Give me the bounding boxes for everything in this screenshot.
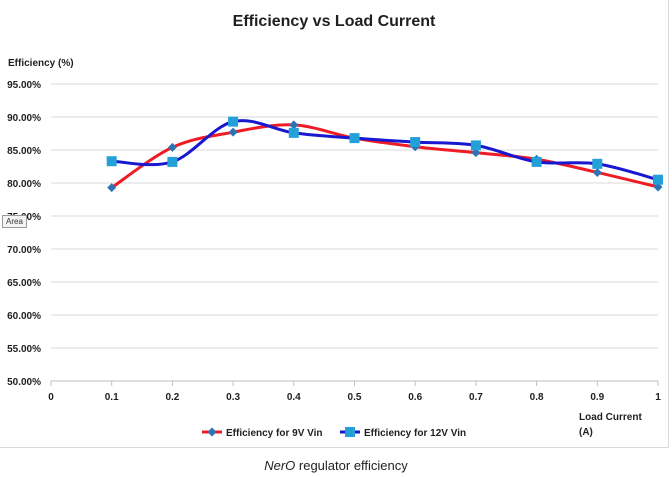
caption-text: regulator efficiency xyxy=(295,458,408,473)
figure-caption: NerO regulator efficiency xyxy=(0,458,672,473)
data-point xyxy=(228,116,239,127)
legend-swatch-marker xyxy=(345,427,355,437)
legend-entry: Efficiency for 12V Vin xyxy=(340,427,466,439)
area-tooltip: Area xyxy=(2,215,27,228)
data-point xyxy=(167,156,178,167)
y-axis-label: Efficiency (%) xyxy=(8,58,74,69)
data-point xyxy=(106,156,117,167)
series-line xyxy=(111,119,659,182)
x-tick-label: 0.6 xyxy=(408,392,422,403)
axes: 50.00%55.00%60.00%65.00%70.00%75.00%80.0… xyxy=(7,80,661,403)
x-tick-label: 0.8 xyxy=(530,392,544,403)
y-tick-label: 85.00% xyxy=(7,146,41,157)
chart-title: Efficiency vs Load Current xyxy=(233,13,436,30)
chart-frame: Efficiency vs Load Current Efficiency (%… xyxy=(0,0,669,448)
x-tick-label: 1 xyxy=(655,392,661,403)
series-0 xyxy=(107,120,663,193)
data-point xyxy=(531,156,542,167)
y-tick-label: 50.00% xyxy=(7,377,41,388)
y-tick-label: 65.00% xyxy=(7,278,41,289)
data-point xyxy=(653,182,663,192)
data-point xyxy=(592,158,603,169)
x-tick-label: 0.2 xyxy=(165,392,179,403)
x-tick-label: 0.7 xyxy=(469,392,483,403)
x-tick-label: 0.1 xyxy=(105,392,119,403)
x-tick-label: 0.3 xyxy=(226,392,240,403)
data-point xyxy=(288,127,299,138)
y-tick-label: 95.00% xyxy=(7,80,41,91)
data-point xyxy=(410,137,421,148)
data-point xyxy=(470,140,481,151)
legend-swatch-marker xyxy=(207,427,217,437)
caption-italic: NerO xyxy=(264,458,296,473)
data-point xyxy=(592,167,602,177)
legend: Efficiency for 9V Vin Efficiency for 12V … xyxy=(202,427,466,439)
legend-entry: Efficiency for 9V Vin xyxy=(202,427,323,439)
data-point xyxy=(228,127,238,137)
x-axis-label-line2: (A) xyxy=(579,427,593,438)
x-tick-label: 0.9 xyxy=(590,392,604,403)
x-tick-label: 0.5 xyxy=(348,392,362,403)
data-point xyxy=(653,174,663,185)
y-tick-label: 60.00% xyxy=(7,311,41,322)
series-line xyxy=(110,123,659,189)
data-point xyxy=(107,183,117,193)
legend-label: Efficiency for 9V Vin xyxy=(226,428,323,439)
data-point xyxy=(289,120,299,130)
x-tick-label: 0.4 xyxy=(287,392,301,403)
y-tick-label: 90.00% xyxy=(7,113,41,124)
x-tick-label: 0 xyxy=(48,392,54,403)
series-1 xyxy=(106,116,663,185)
data-point xyxy=(349,133,360,144)
line-chart: Efficiency vs Load Current Efficiency (%… xyxy=(7,13,663,439)
data-point xyxy=(471,148,481,158)
data-point xyxy=(167,142,177,152)
y-tick-label: 55.00% xyxy=(7,344,41,355)
x-axis-label-line1: Load Current xyxy=(579,412,642,423)
gridlines xyxy=(51,83,658,382)
legend-label: Efficiency for 12V Vin xyxy=(364,428,466,439)
y-tick-label: 70.00% xyxy=(7,245,41,256)
y-tick-label: 80.00% xyxy=(7,179,41,190)
series-layer xyxy=(106,116,663,193)
